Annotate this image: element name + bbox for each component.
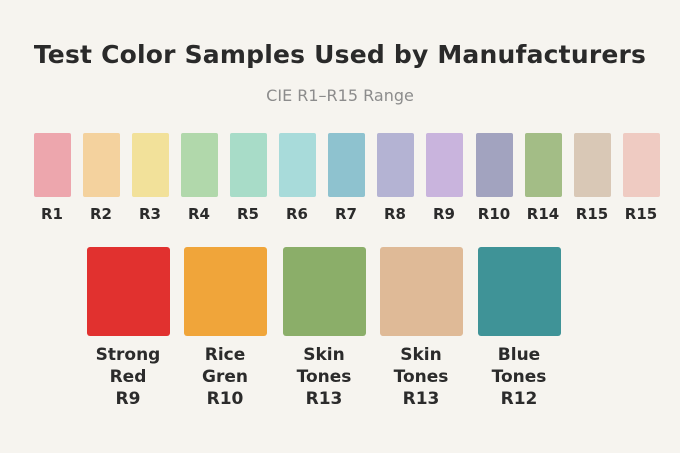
featured-label-code: R13 — [305, 389, 343, 409]
featured-item: Strong Red R9 — [73, 247, 183, 410]
sample-label: R8 — [384, 205, 406, 223]
sample-label: R15 — [624, 205, 658, 223]
color-swatch — [573, 133, 611, 197]
color-swatch — [524, 133, 562, 197]
sample-label: R14 — [526, 205, 560, 223]
sample-item: R5 — [225, 133, 271, 223]
color-swatch — [475, 133, 513, 197]
sample-item: R10 — [471, 133, 517, 223]
color-swatch — [229, 133, 267, 197]
featured-label-code: R12 — [500, 389, 538, 409]
color-swatch — [622, 133, 660, 197]
color-swatch — [327, 133, 365, 197]
featured-item: Rice Gren R10 — [170, 247, 280, 410]
featured-label-code: R9 — [115, 389, 141, 409]
featured-swatch — [477, 247, 561, 336]
featured-label-code: R10 — [206, 389, 244, 409]
sample-label: R15 — [575, 205, 609, 223]
featured-label-line1: Rice — [204, 345, 246, 365]
sample-item: R3 — [127, 133, 173, 223]
featured-label-line2: Tones — [491, 367, 547, 387]
color-swatch — [278, 133, 316, 197]
sample-item: R4 — [176, 133, 222, 223]
color-swatch — [33, 133, 71, 197]
featured-swatch — [86, 247, 170, 336]
featured-label: Rice Gren R10 — [170, 344, 280, 410]
featured-label-line1: Blue — [497, 345, 541, 365]
sample-item: R9 — [421, 133, 467, 223]
sample-strip: R1 R2 R3 R4 R5 R6 R7 R8 R9 R10 R14 — [0, 133, 680, 223]
featured-swatch — [183, 247, 267, 336]
sample-label: R4 — [188, 205, 210, 223]
featured-label: Strong Red R9 — [73, 344, 183, 410]
featured-label: Blue Tones R12 — [464, 344, 574, 410]
featured-label-line2: Red — [109, 367, 147, 387]
featured-samples: Strong Red R9 Rice Gren R10 Skin Tones R… — [0, 247, 680, 427]
featured-item: Skin Tones R13 — [366, 247, 476, 410]
color-swatch — [131, 133, 169, 197]
featured-label-line2: Gren — [202, 367, 248, 387]
featured-item: Skin Tones R13 — [269, 247, 379, 410]
sample-item: R6 — [274, 133, 320, 223]
color-swatch — [180, 133, 218, 197]
sample-item: R1 — [29, 133, 75, 223]
sample-label: R5 — [237, 205, 259, 223]
featured-label-line1: Strong — [95, 345, 161, 365]
featured-swatch — [282, 247, 366, 336]
color-swatch — [82, 133, 120, 197]
featured-label: Skin Tones R13 — [366, 344, 476, 410]
featured-label: Skin Tones R13 — [269, 344, 379, 410]
sample-label: R1 — [41, 205, 63, 223]
sample-label: R9 — [433, 205, 455, 223]
featured-label-line2: Tones — [393, 367, 449, 387]
sample-item: R15 — [618, 133, 664, 223]
sample-label: R2 — [90, 205, 112, 223]
sample-item: R8 — [372, 133, 418, 223]
color-swatch — [425, 133, 463, 197]
sample-label: R3 — [139, 205, 161, 223]
featured-swatch — [379, 247, 463, 336]
page-subtitle: CIE R1–R15 Range — [266, 86, 414, 105]
featured-label-code: R13 — [402, 389, 440, 409]
sample-label: R10 — [477, 205, 511, 223]
sample-item: R2 — [78, 133, 124, 223]
sample-label: R6 — [286, 205, 308, 223]
sample-label: R7 — [335, 205, 357, 223]
featured-label-line1: Skin — [400, 345, 442, 365]
color-swatch — [376, 133, 414, 197]
featured-label-line2: Tones — [296, 367, 352, 387]
sample-item: R14 — [520, 133, 566, 223]
sample-item: R15 — [569, 133, 615, 223]
sample-item: R7 — [323, 133, 369, 223]
page-title: Test Color Samples Used by Manufacturers — [33, 40, 647, 69]
featured-label-line1: Skin — [303, 345, 345, 365]
featured-item: Blue Tones R12 — [464, 247, 574, 410]
